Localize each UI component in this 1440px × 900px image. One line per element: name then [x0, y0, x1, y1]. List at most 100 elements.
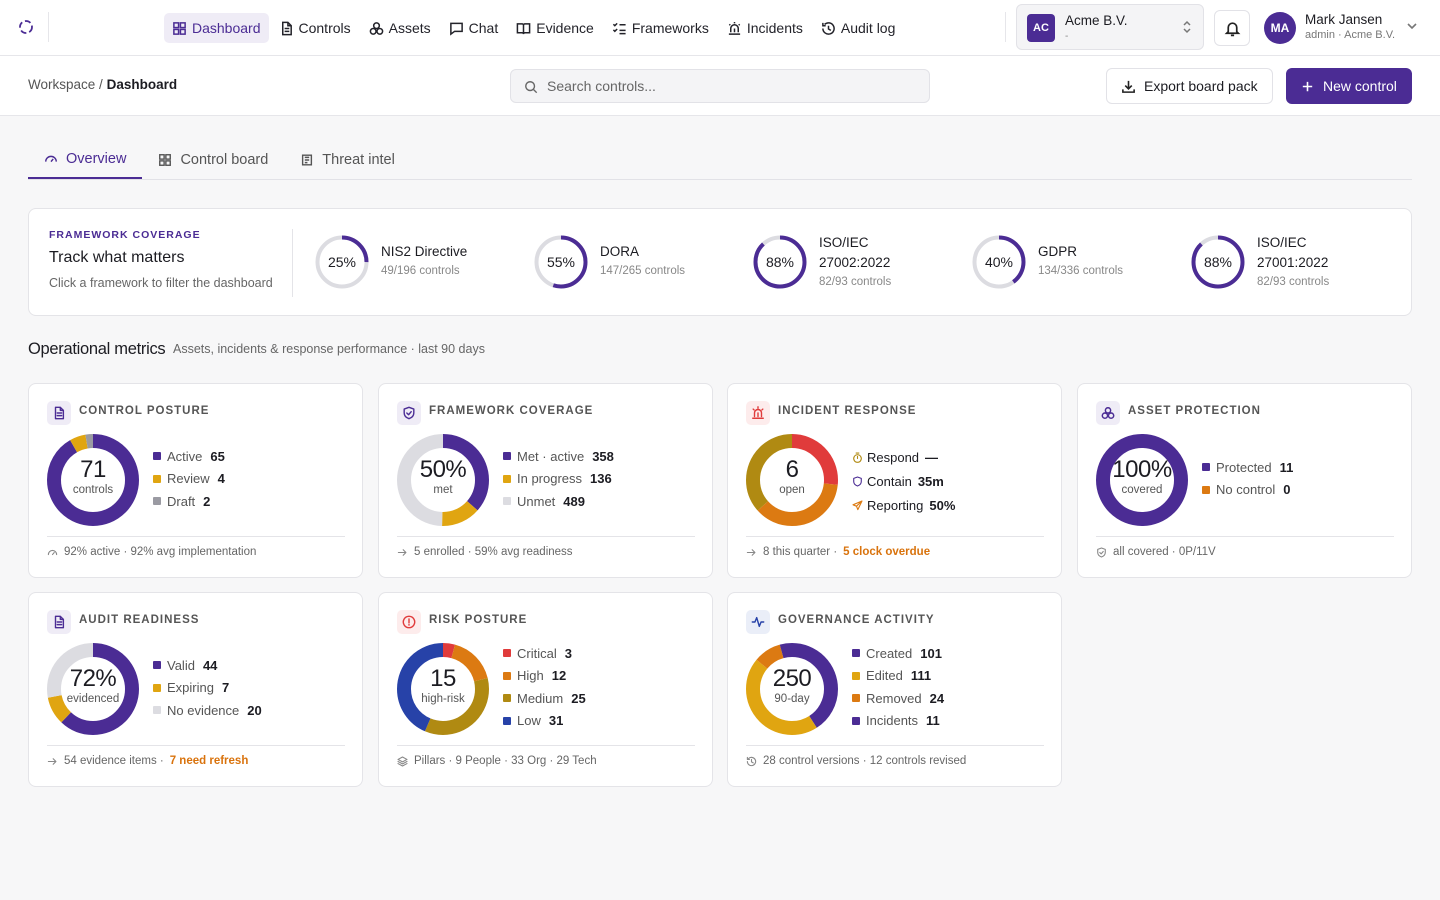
card-icon-badge — [746, 401, 770, 425]
legend-swatch — [852, 649, 860, 658]
donut-segment — [1096, 434, 1188, 526]
framework-progress-ring — [753, 235, 807, 289]
arrow-right-icon — [47, 757, 57, 765]
metric-card-framework-coverage[interactable]: FRAMEWORK COVERAGE 50% met Met · active 358 I… — [378, 383, 713, 578]
legend-item: Created 101 — [852, 642, 944, 665]
chevron-down-icon[interactable] — [1406, 20, 1418, 32]
nav-item-assets[interactable]: Assets — [361, 13, 439, 43]
framework-item[interactable]: 40% GDPR 134/336 controls — [972, 235, 1172, 295]
framework-control-count: 82/93 controls — [1257, 276, 1330, 288]
card-main-label: high-risk — [421, 693, 465, 705]
legend-value: 489 — [563, 493, 585, 509]
donut-segment — [47, 643, 139, 735]
card-donut-chart — [397, 643, 489, 735]
framework-item[interactable]: 88% ISO/IEC 27002:2022 82/93 controls — [753, 235, 953, 295]
nav-item-dashboard[interactable]: Dashboard — [164, 13, 269, 43]
breadcrumb-root[interactable]: Workspace — [28, 77, 96, 92]
nav-item-audit-log[interactable]: Audit log — [813, 13, 903, 43]
framework-percent: 40% — [984, 254, 1014, 270]
framework-percent: 88% — [1203, 254, 1233, 270]
framework-name: ISO/IEC — [819, 235, 869, 250]
card-footer-warning[interactable]: 7 need refresh — [169, 755, 249, 767]
card-footer: 8 this quarter · 5 clock overdue — [746, 546, 930, 558]
export-board-pack-button[interactable]: Export board pack — [1106, 68, 1273, 104]
card-footer-text: Pillars · 9 People · 33 Org · 29 Tech — [414, 755, 597, 767]
arrow-right-icon — [397, 548, 407, 556]
framework-item[interactable]: 55% DORA 147/265 controls — [534, 235, 734, 295]
card-main-value: 50% — [419, 456, 467, 483]
framework-name: GDPR — [1038, 244, 1078, 259]
legend-label: Created — [866, 645, 913, 661]
card-main-label: covered — [1121, 484, 1163, 496]
framework-progress-ring — [972, 235, 1026, 289]
card-footer-text: 92% active · 92% avg implementation — [64, 546, 257, 558]
donut-segment — [397, 643, 489, 735]
organization-switcher[interactable]: AC Acme B.V. - — [1016, 4, 1204, 50]
card-main-value: 71 — [80, 456, 106, 483]
legend-swatch — [503, 474, 511, 483]
siren-icon — [752, 406, 764, 419]
card-legend: Protected 11 No control 0 — [1202, 456, 1293, 501]
tab-control-board[interactable]: Control board — [142, 140, 284, 179]
assets-icon — [1101, 407, 1115, 419]
metric-card-incident-response[interactable]: INCIDENT RESPONSE 6 open Respond — Contain 35m… — [727, 383, 1062, 578]
card-title: AUDIT READINESS — [79, 614, 200, 626]
legend-value: 0 — [1283, 482, 1291, 498]
legend-item: Protected 11 — [1202, 456, 1293, 479]
card-icon-badge — [746, 610, 770, 634]
legend-value: 7 — [221, 680, 230, 696]
layers-icon — [397, 755, 408, 767]
history-icon — [746, 756, 757, 766]
card-legend: Critical 3 High 12 Medium 25 Low 31 — [503, 642, 586, 732]
grid-icon — [159, 153, 172, 166]
card-donut-chart — [47, 434, 139, 526]
legend-label: Expiring — [167, 680, 214, 696]
nav-item-chat[interactable]: Chat — [441, 13, 507, 43]
chat-icon — [449, 22, 463, 36]
card-divider — [397, 536, 695, 537]
card-footer-text: 8 this quarter · — [763, 546, 838, 558]
framework-item[interactable]: 88% ISO/IEC 27001:2022 82/93 controls — [1191, 235, 1391, 295]
metric-card-risk-posture[interactable]: RISK POSTURE 15 high-risk Critical 3 High 12 Me… — [378, 592, 713, 787]
legend-value: 111 — [910, 668, 932, 684]
framework-progress-ring — [1191, 235, 1245, 289]
send-icon — [852, 499, 863, 510]
card-footer-text: all covered · 0P/11V — [1113, 546, 1216, 558]
checklist-icon — [612, 22, 626, 34]
tab-threat-intel[interactable]: Threat intel — [284, 140, 411, 179]
notifications-button[interactable] — [1214, 10, 1250, 46]
legend-item: Edited 111 — [852, 665, 944, 688]
metric-card-control-posture[interactable]: CONTROL POSTURE 71 controls Active 65 Review 4… — [28, 383, 363, 578]
user-name[interactable]: Mark Jansen — [1305, 12, 1383, 27]
search-box[interactable] — [510, 69, 930, 103]
card-donut-chart — [746, 434, 838, 526]
dashboard-icon — [173, 21, 186, 35]
metric-card-asset-protection[interactable]: ASSET PROTECTION 100% covered Protected 11 No… — [1077, 383, 1412, 578]
card-icon-badge — [47, 401, 71, 425]
legend-swatch — [153, 661, 161, 670]
legend-item: Valid 44 — [153, 654, 262, 677]
download-icon — [1122, 80, 1135, 93]
nav-item-frameworks[interactable]: Frameworks — [604, 13, 717, 43]
nav-item-controls[interactable]: Controls — [271, 13, 359, 43]
app-logo-icon[interactable] — [16, 17, 36, 37]
nav-item-evidence[interactable]: Evidence — [508, 13, 602, 43]
card-footer: all covered · 0P/11V — [1096, 546, 1216, 558]
card-footer-warning[interactable]: 5 clock overdue — [843, 546, 931, 558]
user-avatar[interactable]: MA — [1264, 12, 1296, 44]
page-header: Workspace / Dashboard Export board pack … — [0, 56, 1440, 116]
new-control-button[interactable]: New control — [1286, 68, 1412, 104]
framework-coverage-title: Track what matters — [49, 249, 185, 266]
metric-card-governance-activity[interactable]: GOVERNANCE ACTIVITY 250 90-day Created 101 Ed… — [727, 592, 1062, 787]
tab-overview[interactable]: Overview — [28, 140, 143, 179]
card-donut-chart — [397, 434, 489, 526]
metric-card-audit-readiness[interactable]: AUDIT READINESS 72% evidenced Valid 44 Expiri… — [28, 592, 363, 787]
nav-item-incidents[interactable]: Incidents — [719, 13, 811, 43]
newspaper-icon — [302, 153, 313, 166]
search-input[interactable] — [547, 70, 917, 102]
card-title: ASSET PROTECTION — [1128, 405, 1261, 417]
legend-swatch — [153, 497, 161, 506]
framework-item[interactable]: 25% NIS2 Directive 49/196 controls — [315, 235, 515, 295]
legend-value: 12 — [551, 668, 567, 684]
framework-progress-ring — [315, 235, 369, 289]
